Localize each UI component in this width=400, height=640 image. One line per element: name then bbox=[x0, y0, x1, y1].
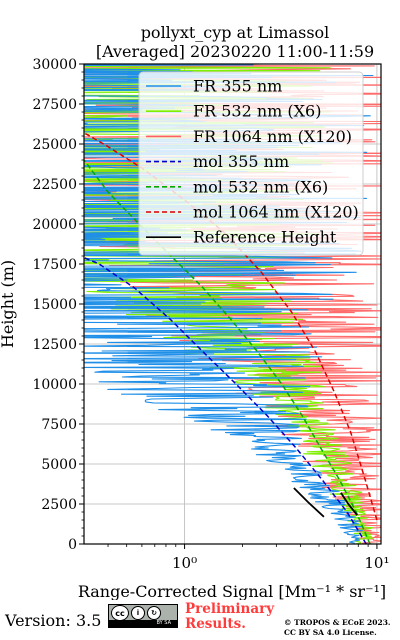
legend-label: FR 1064 nm (X120) bbox=[193, 127, 352, 146]
y-tick-label: 2500 bbox=[41, 497, 77, 513]
legend: FR 355 nm FR 532 nm (X6) FR 1064 nm (X120)… bbox=[138, 71, 364, 256]
series-mol-355-nm bbox=[84, 256, 367, 544]
preliminary-line2: Results. bbox=[185, 616, 246, 632]
legend-label: mol 532 nm (X6) bbox=[193, 177, 328, 196]
y-tick-label: 7500 bbox=[41, 417, 77, 433]
cc-badge-text: BY SA bbox=[109, 620, 177, 627]
molecular-lines bbox=[84, 132, 378, 544]
series-reference-height bbox=[293, 487, 325, 518]
share-alike-icon: ↻ bbox=[147, 606, 161, 620]
axis-ticks: 0 2500 5000 7500 10000 12500 15000 17500 20000 22… bbox=[32, 57, 389, 572]
profile-fr-355-nm bbox=[84, 64, 374, 544]
preliminary-notice: Preliminary Results. bbox=[185, 602, 274, 632]
copyright-notice: © TROPOS & ECoE 2023. CC BY SA 4.0 Licen… bbox=[284, 618, 391, 638]
y-tick-label: 20000 bbox=[32, 217, 77, 233]
legend-label: FR 355 nm bbox=[193, 77, 282, 96]
y-tick-label: 17500 bbox=[32, 257, 77, 273]
legend-box bbox=[138, 71, 364, 256]
copyright-line2: CC BY SA 4.0 License. bbox=[284, 628, 377, 637]
y-tick-label: 5000 bbox=[41, 457, 77, 473]
y-tick-label: 10000 bbox=[32, 377, 77, 393]
series-reference-height bbox=[340, 492, 358, 516]
y-tick-label: 27500 bbox=[32, 97, 77, 113]
version-label: Version: 3.5 bbox=[5, 611, 102, 630]
y-tick-label: 30000 bbox=[32, 57, 77, 73]
y-tick-label: 15000 bbox=[32, 297, 77, 313]
legend-label: Reference Height bbox=[193, 228, 337, 247]
attribution-icon: i bbox=[131, 606, 145, 620]
chart-title-line1: pollyxt_cyp at Limassol bbox=[140, 23, 330, 42]
y-tick-label: 0 bbox=[68, 537, 77, 553]
chart: 0 2500 5000 7500 10000 12500 15000 17500 20000 22… bbox=[0, 57, 389, 600]
cc-license-badge[interactable]: cc i ↻ BY SA bbox=[108, 604, 178, 628]
y-tick-label: 22500 bbox=[32, 177, 77, 193]
x-tick-label: 10¹ bbox=[364, 554, 389, 572]
y-tick-label: 12500 bbox=[32, 337, 77, 353]
series-mol-1064-nm-x120- bbox=[84, 132, 378, 521]
chart-title-line2: [Averaged] 20230220 11:00-11:59 bbox=[95, 42, 375, 61]
preliminary-line1: Preliminary bbox=[185, 601, 275, 617]
legend-label: FR 532 nm (X6) bbox=[193, 102, 321, 121]
x-tick-label: 10⁰ bbox=[172, 554, 197, 572]
y-axis-label: Height (m) bbox=[0, 260, 17, 348]
copyright-line1: © TROPOS & ECoE 2023. bbox=[284, 618, 391, 627]
y-tick-label: 25000 bbox=[32, 137, 77, 153]
legend-label: mol 355 nm bbox=[193, 152, 289, 171]
x-axis-label: Range-Corrected Signal [Mm⁻¹ * sr⁻¹] bbox=[78, 582, 386, 600]
cc-icon: cc bbox=[111, 605, 129, 621]
legend-label: mol 1064 nm (X120) bbox=[193, 203, 359, 222]
